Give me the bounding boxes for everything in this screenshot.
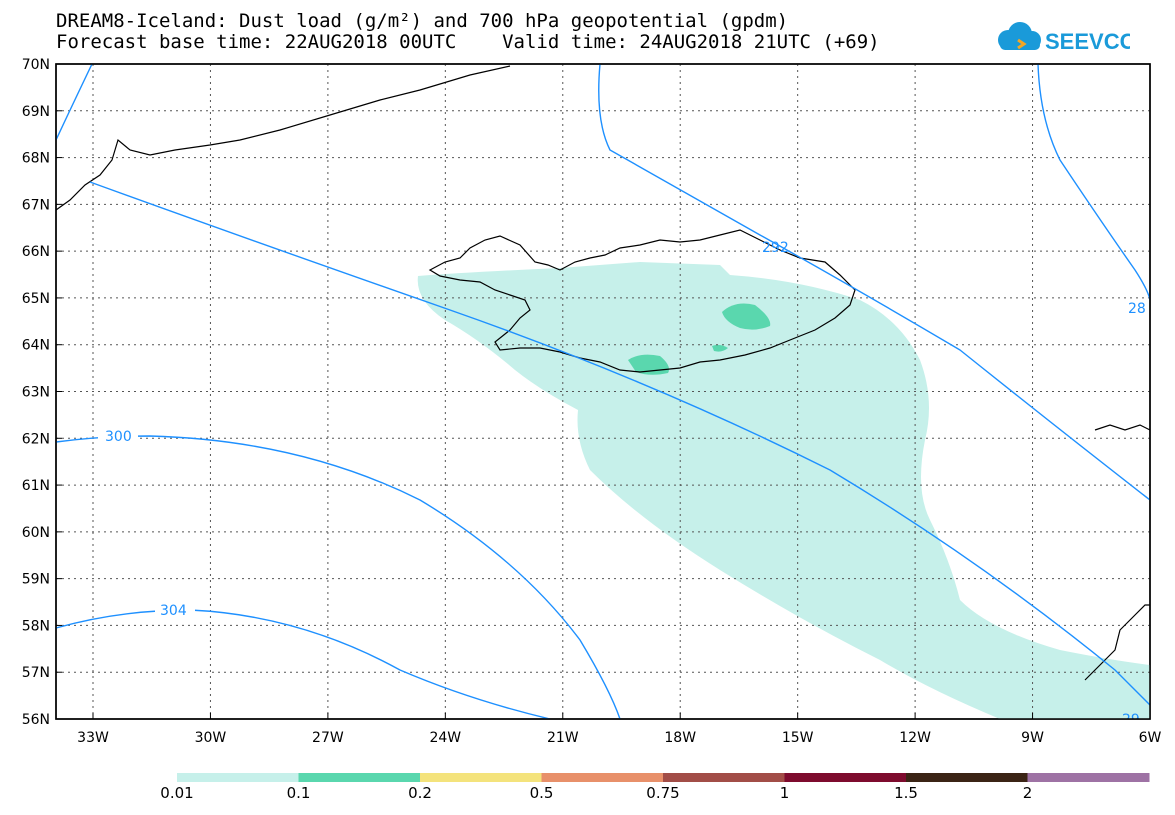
lat-label: 67N — [22, 197, 50, 213]
contour-292-north — [598, 64, 1150, 501]
scandinavia-coast — [1094, 424, 1150, 431]
colorbar-label: 2 — [1022, 784, 1033, 802]
lon-label: 21W — [547, 730, 579, 746]
dust-area-mid-1 — [722, 303, 771, 330]
colorbar-swatch — [906, 773, 1028, 782]
lat-label: 65N — [22, 291, 50, 307]
lon-label: 6W — [1139, 730, 1162, 746]
lat-label: 63N — [22, 385, 50, 401]
lon-label: 12W — [899, 730, 931, 746]
lat-label: 61N — [22, 478, 50, 494]
lon-label: 30W — [195, 730, 227, 746]
contour-label-29: 29 — [1122, 712, 1140, 728]
lon-label: 24W — [429, 730, 461, 746]
coastline — [56, 65, 1150, 681]
cloud-icon — [998, 22, 1041, 50]
lon-label: 33W — [77, 730, 109, 746]
contour-296 — [89, 181, 1150, 706]
contour-300 — [56, 435, 621, 719]
contour-label-304: 304 — [160, 603, 187, 619]
contour-304 — [56, 609, 551, 719]
map-subtitle: Forecast base time: 22AUG2018 00UTC Vali… — [56, 31, 880, 53]
colorbar-label: 0.2 — [408, 784, 432, 802]
contour-label-28: 28 — [1128, 301, 1146, 317]
dust-area-low — [417, 262, 1150, 719]
lon-label: 27W — [312, 730, 344, 746]
lat-label: 60N — [22, 525, 50, 541]
colorbar-swatch — [784, 773, 907, 782]
lat-label: 58N — [22, 618, 50, 634]
greenland-coast — [56, 65, 511, 211]
colorbar-swatch — [420, 773, 542, 782]
colorbar-label: 1.5 — [894, 784, 918, 802]
colorbar-swatch — [1027, 773, 1150, 782]
contour-label-300: 300 — [105, 429, 132, 445]
lat-label: 66N — [22, 244, 50, 260]
lat-label: 62N — [22, 431, 50, 447]
colorbar-swatch — [298, 773, 421, 782]
colorbar-label: 0.1 — [286, 784, 311, 802]
dust-area-mid-3 — [712, 344, 728, 352]
contour-label-292: 292 — [762, 240, 789, 256]
iceland-coast — [428, 229, 856, 373]
lat-label: 59N — [22, 572, 50, 588]
colorbar-label: 1 — [779, 784, 790, 802]
lon-label: 15W — [782, 730, 814, 746]
lat-label: 56N — [22, 712, 50, 728]
colorbar-swatch — [177, 773, 299, 782]
colorbar-swatch — [541, 773, 664, 782]
lat-label: 69N — [22, 104, 50, 120]
scotland-coast — [1084, 604, 1150, 681]
colorbar — [177, 773, 1150, 782]
contour-28 — [1037, 64, 1150, 301]
lat-label: 68N — [22, 151, 50, 167]
colorbar-label: 0.01 — [160, 784, 194, 802]
lat-label: 70N — [22, 57, 50, 73]
colorbar-label: 0.75 — [646, 784, 680, 802]
contour-292 — [56, 64, 93, 141]
map-title: DREAM8-Iceland: Dust load (g/m²) and 700… — [56, 10, 789, 32]
lat-label: 57N — [22, 665, 50, 681]
lon-label: 9W — [1021, 730, 1044, 746]
geopotential-contours — [56, 64, 1150, 719]
logo-text: SEEVCCC — [1045, 29, 1130, 54]
colorbar-label: 0.5 — [529, 784, 554, 802]
colorbar-swatch — [663, 773, 785, 782]
seevccc-logo: SEEVCCC — [998, 22, 1130, 54]
lon-label: 18W — [664, 730, 696, 746]
lat-label: 64N — [22, 338, 50, 354]
lat-lon-grid — [56, 64, 1150, 719]
